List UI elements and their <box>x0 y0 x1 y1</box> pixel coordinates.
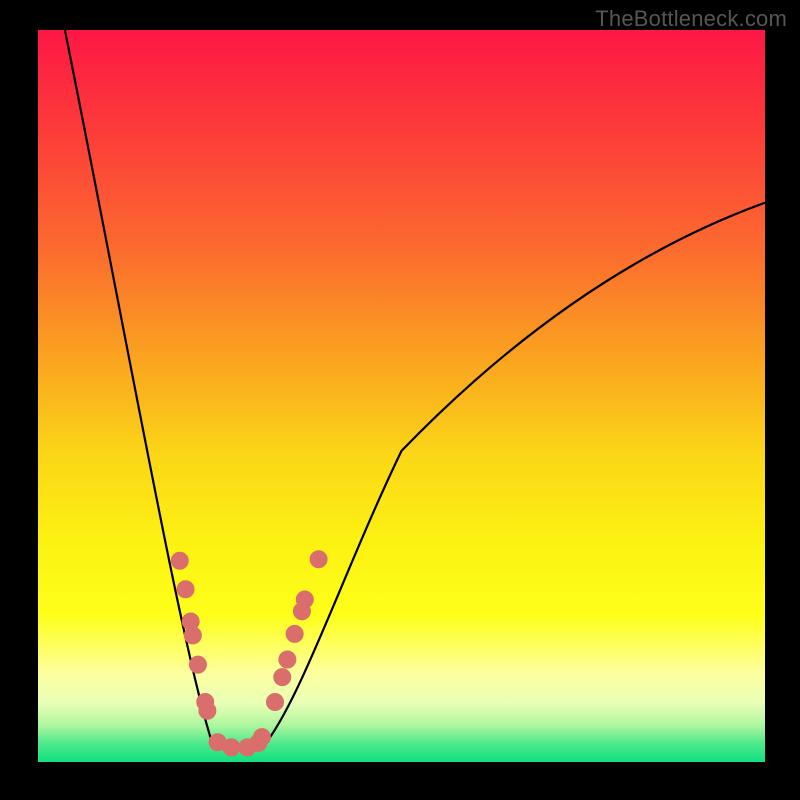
data-marker <box>199 702 216 719</box>
data-marker <box>279 651 296 668</box>
data-marker <box>310 551 327 568</box>
bottleneck-chart <box>0 0 800 800</box>
data-marker <box>274 669 291 686</box>
data-marker <box>296 591 313 608</box>
data-marker <box>171 552 188 569</box>
data-marker <box>177 581 194 598</box>
data-marker <box>253 729 270 746</box>
data-marker <box>267 693 284 710</box>
data-marker <box>189 656 206 673</box>
data-marker <box>184 627 201 644</box>
gradient-background <box>38 30 765 762</box>
data-marker <box>223 739 240 756</box>
data-marker <box>286 625 303 642</box>
